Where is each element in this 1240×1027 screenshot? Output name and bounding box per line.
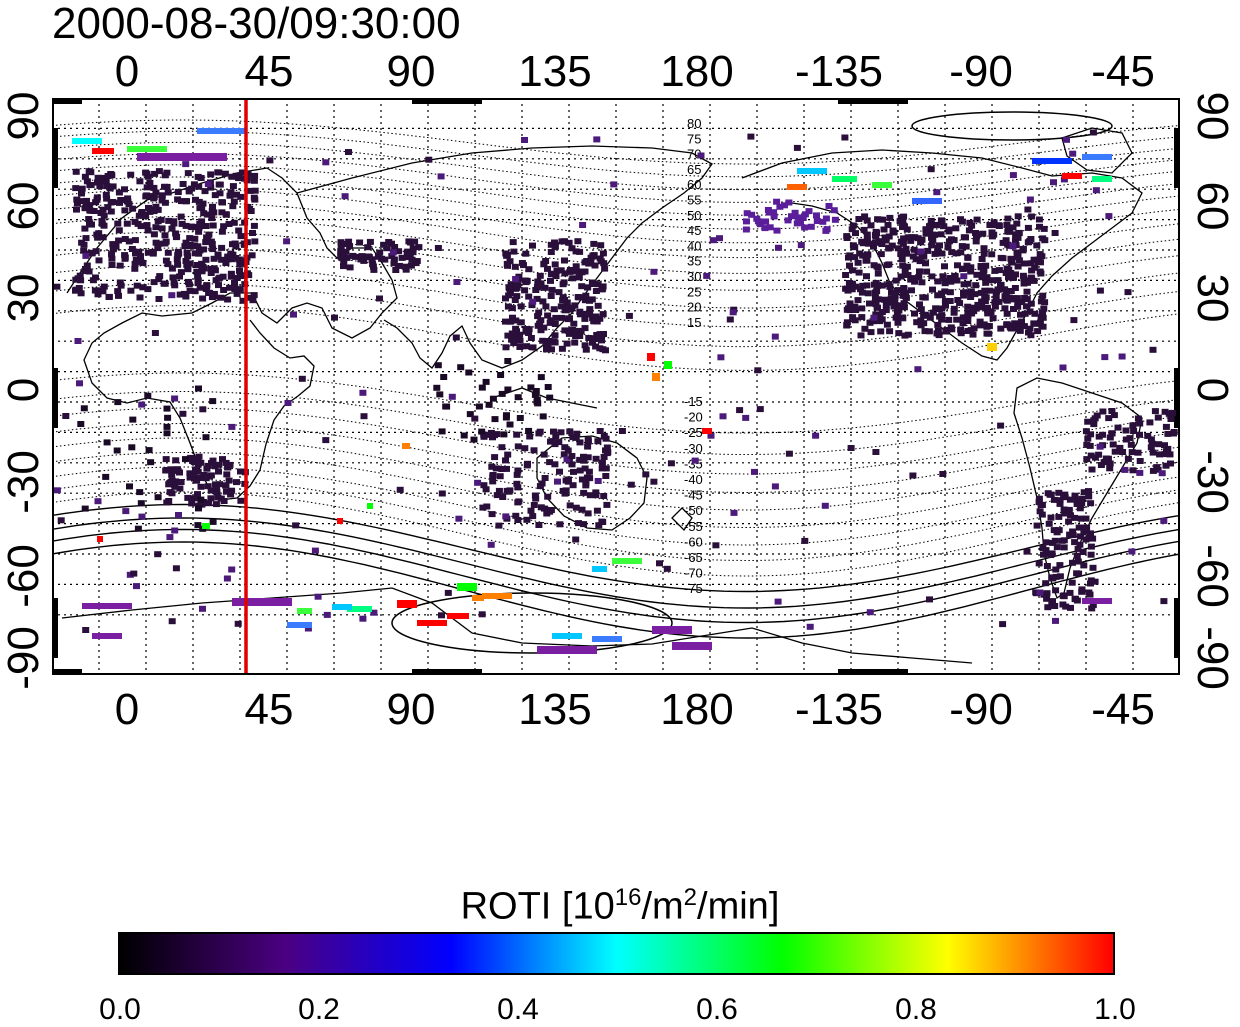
contour-label-25: 25 [687, 284, 701, 299]
contour-label--15: -15 [684, 394, 703, 409]
roti-map-plot: 8075706560555045403530252015-15-20-25-30… [52, 98, 1180, 675]
x-top-label-minus90: -90 [949, 47, 1013, 96]
map-frame [52, 98, 1180, 675]
contour-label--20: -20 [684, 410, 703, 425]
contour-label-55: 55 [687, 193, 701, 208]
magnetic-latitude-contours: 8075706560555045403530252015-15-20-25-30… [52, 111, 1180, 654]
y-right-label-minus90: -90 [1188, 626, 1237, 690]
x-bottom-label-90: 90 [386, 685, 436, 734]
x-top-label-135: 135 [518, 47, 592, 96]
map-timestamp-title: 2000-08-30/09:30:00 [52, 0, 461, 48]
y-right-label-minus30: -30 [1188, 450, 1237, 514]
colorbar-tick-0.8: 0.8 [895, 993, 937, 1026]
y-left-label-minus30: -30 [0, 450, 48, 514]
contour-label-50: 50 [687, 208, 701, 223]
y-right-label-30: 30 [1188, 273, 1237, 323]
y-left-label-30: 30 [0, 273, 48, 323]
x-top-label-minus45: -45 [1091, 47, 1155, 96]
contour-label--40: -40 [684, 472, 703, 487]
x-top-label-0: 0 [114, 47, 140, 96]
x-bottom-label-135: 135 [518, 685, 592, 734]
contour-label-15: 15 [687, 315, 701, 330]
y-left-label-0: 0 [0, 377, 48, 403]
x-top-label-minus135: -135 [794, 47, 884, 96]
x-bottom-label-45: 45 [244, 685, 294, 734]
y-left-label-90: 90 [0, 91, 48, 141]
x-bottom-label-0: 0 [114, 685, 140, 734]
lat-lon-grid [52, 98, 1180, 675]
contour-label-75: 75 [687, 131, 701, 146]
contour-label-20: 20 [687, 300, 701, 315]
x-top-label-180: 180 [660, 47, 734, 96]
contour-label-80: 80 [687, 116, 701, 131]
colorbar-tick-0.4: 0.4 [497, 993, 539, 1026]
y-right-label-0: 0 [1188, 377, 1237, 403]
contour-label--30: -30 [684, 441, 703, 456]
y-left-label-60: 60 [0, 181, 48, 231]
x-bottom-label-minus90: -90 [949, 685, 1013, 734]
roti-data-pixels [53, 128, 1178, 654]
axis-tick-bars [52, 98, 1180, 675]
y-right-label-90: 90 [1188, 91, 1237, 141]
x-bottom-label-minus45: -45 [1091, 685, 1155, 734]
y-right-label-minus60: -60 [1188, 544, 1237, 608]
y-left-label-minus90: -90 [0, 626, 48, 690]
contour-label--70: -70 [684, 566, 703, 581]
y-right-label-60: 60 [1188, 181, 1237, 231]
colorbar-tick-0.6: 0.6 [696, 993, 738, 1026]
colorbar-gradient [118, 932, 1115, 975]
contour-label--75: -75 [684, 581, 703, 596]
colorbar-tick-0: 0.0 [99, 993, 141, 1026]
contour-label--65: -65 [684, 550, 703, 565]
contour-label-40: 40 [687, 238, 701, 253]
contour-label-35: 35 [687, 254, 701, 269]
x-bottom-label-minus135: -135 [794, 685, 884, 734]
x-top-label-90: 90 [386, 47, 436, 96]
contour-label-65: 65 [687, 162, 701, 177]
colorbar-tick-0.2: 0.2 [298, 993, 340, 1026]
contour-label--45: -45 [684, 488, 703, 503]
contour-label-45: 45 [687, 223, 701, 238]
contour-label--25: -25 [684, 425, 703, 440]
colorbar-tick-1.0: 1.0 [1094, 993, 1136, 1026]
contour-label--60: -60 [684, 534, 703, 549]
contour-label-30: 30 [687, 269, 701, 284]
colorbar-title: ROTI [1016/m2/min] [460, 884, 780, 928]
x-bottom-label-180: 180 [660, 685, 734, 734]
x-top-label-45: 45 [244, 47, 294, 96]
y-left-label-minus60: -60 [0, 544, 48, 608]
